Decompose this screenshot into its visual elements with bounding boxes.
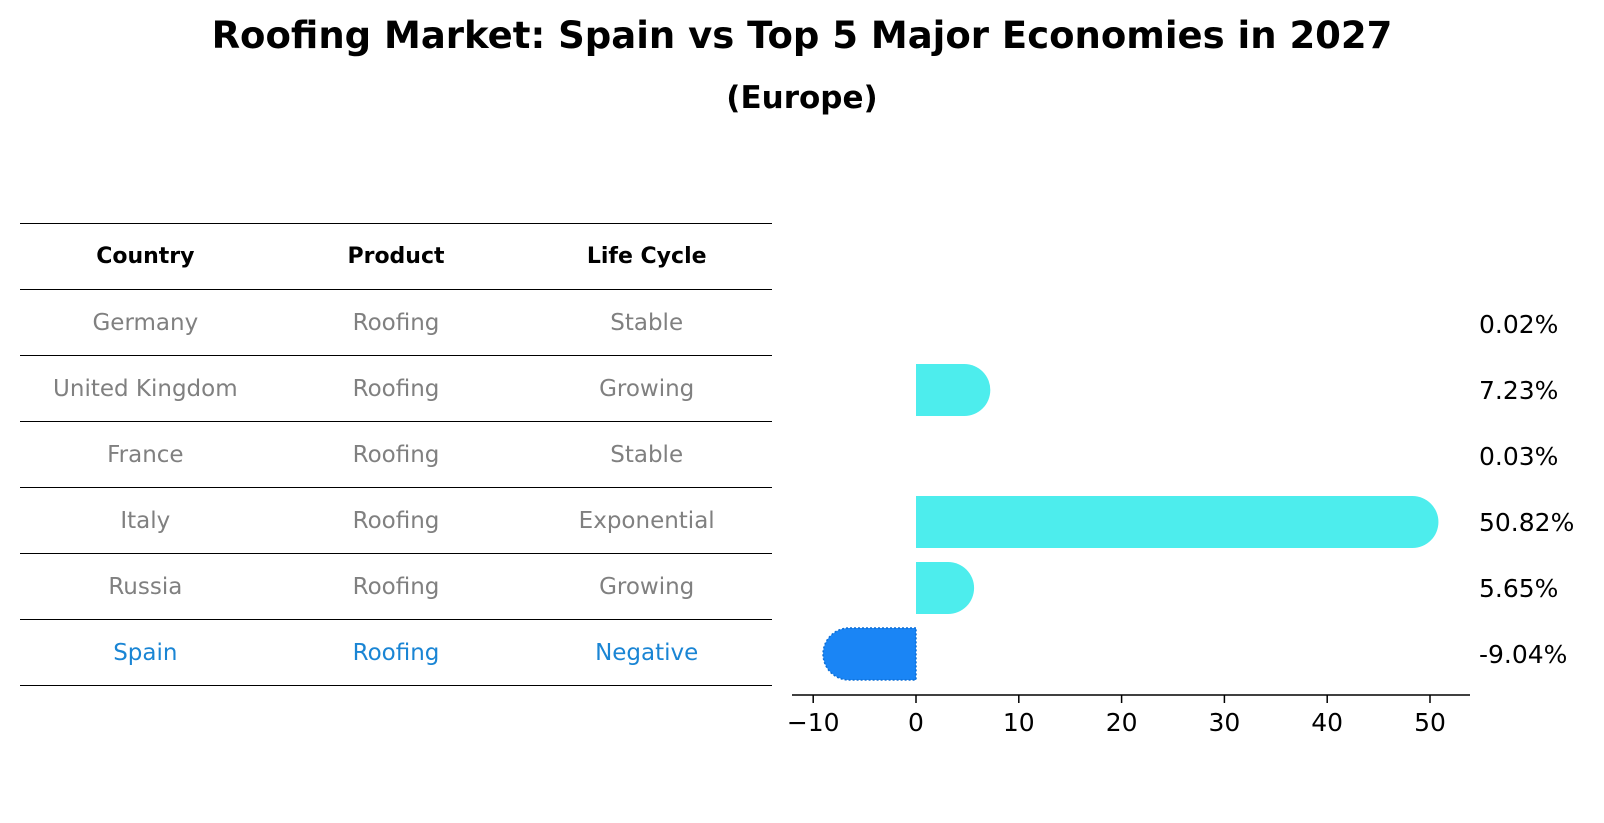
value-label: -9.04% bbox=[1479, 640, 1567, 669]
cell-life-cycle: Growing bbox=[599, 375, 695, 402]
cell-country: Russia bbox=[108, 573, 183, 600]
bar-united-kingdom bbox=[916, 364, 991, 416]
cell-product: Roofing bbox=[352, 441, 440, 468]
x-tick-label: 10 bbox=[1003, 708, 1035, 737]
header-product: Product bbox=[347, 244, 445, 269]
cell-life-cycle: Growing bbox=[599, 573, 695, 600]
cell-country: Italy bbox=[120, 507, 171, 534]
table-row-highlight: Spain Roofing Negative bbox=[20, 620, 772, 686]
cell-life-cycle: Stable bbox=[610, 309, 684, 336]
cell-country: France bbox=[107, 441, 184, 468]
cell-country: Spain bbox=[113, 639, 178, 666]
cell-product: Roofing bbox=[352, 639, 440, 666]
bar-spain bbox=[822, 627, 917, 681]
cell-product: Roofing bbox=[352, 507, 440, 534]
cell-country: United Kingdom bbox=[53, 375, 238, 402]
x-tick-label: 30 bbox=[1208, 708, 1240, 737]
x-tick-label: 0 bbox=[908, 708, 924, 737]
value-label: 5.65% bbox=[1479, 574, 1558, 603]
table-row: Italy Roofing Exponential bbox=[20, 488, 772, 554]
x-tick-label: −10 bbox=[787, 708, 840, 737]
value-label: 7.23% bbox=[1479, 376, 1558, 405]
value-label: 50.82% bbox=[1479, 508, 1574, 537]
bar-russia bbox=[916, 562, 975, 614]
cell-product: Roofing bbox=[352, 309, 440, 336]
value-label: 0.03% bbox=[1479, 442, 1558, 471]
cell-life-cycle: Exponential bbox=[578, 507, 715, 534]
x-tick-label: 40 bbox=[1311, 708, 1343, 737]
bar-italy bbox=[916, 496, 1439, 548]
table-header-row: Country Product Life Cycle bbox=[20, 224, 772, 290]
chart-subtitle: (Europe) bbox=[726, 80, 878, 116]
x-tick-label: 50 bbox=[1414, 708, 1446, 737]
table-row: France Roofing Stable bbox=[20, 422, 772, 488]
table-row: United Kingdom Roofing Growing bbox=[20, 356, 772, 422]
cell-life-cycle: Negative bbox=[595, 639, 699, 666]
value-label: 0.02% bbox=[1479, 310, 1558, 339]
table-row: Russia Roofing Growing bbox=[20, 554, 772, 620]
country-table: Country Product Life Cycle Germany Roofi… bbox=[20, 223, 772, 686]
x-tick-label: 20 bbox=[1106, 708, 1138, 737]
header-life-cycle: Life Cycle bbox=[586, 244, 707, 269]
header-country: Country bbox=[96, 244, 195, 269]
cell-product: Roofing bbox=[352, 375, 440, 402]
cell-product: Roofing bbox=[352, 573, 440, 600]
chart-title: Roofing Market: Spain vs Top 5 Major Eco… bbox=[211, 14, 1393, 57]
cell-life-cycle: Stable bbox=[610, 441, 684, 468]
table-row: Germany Roofing Stable bbox=[20, 290, 772, 356]
cell-country: Germany bbox=[92, 309, 199, 336]
